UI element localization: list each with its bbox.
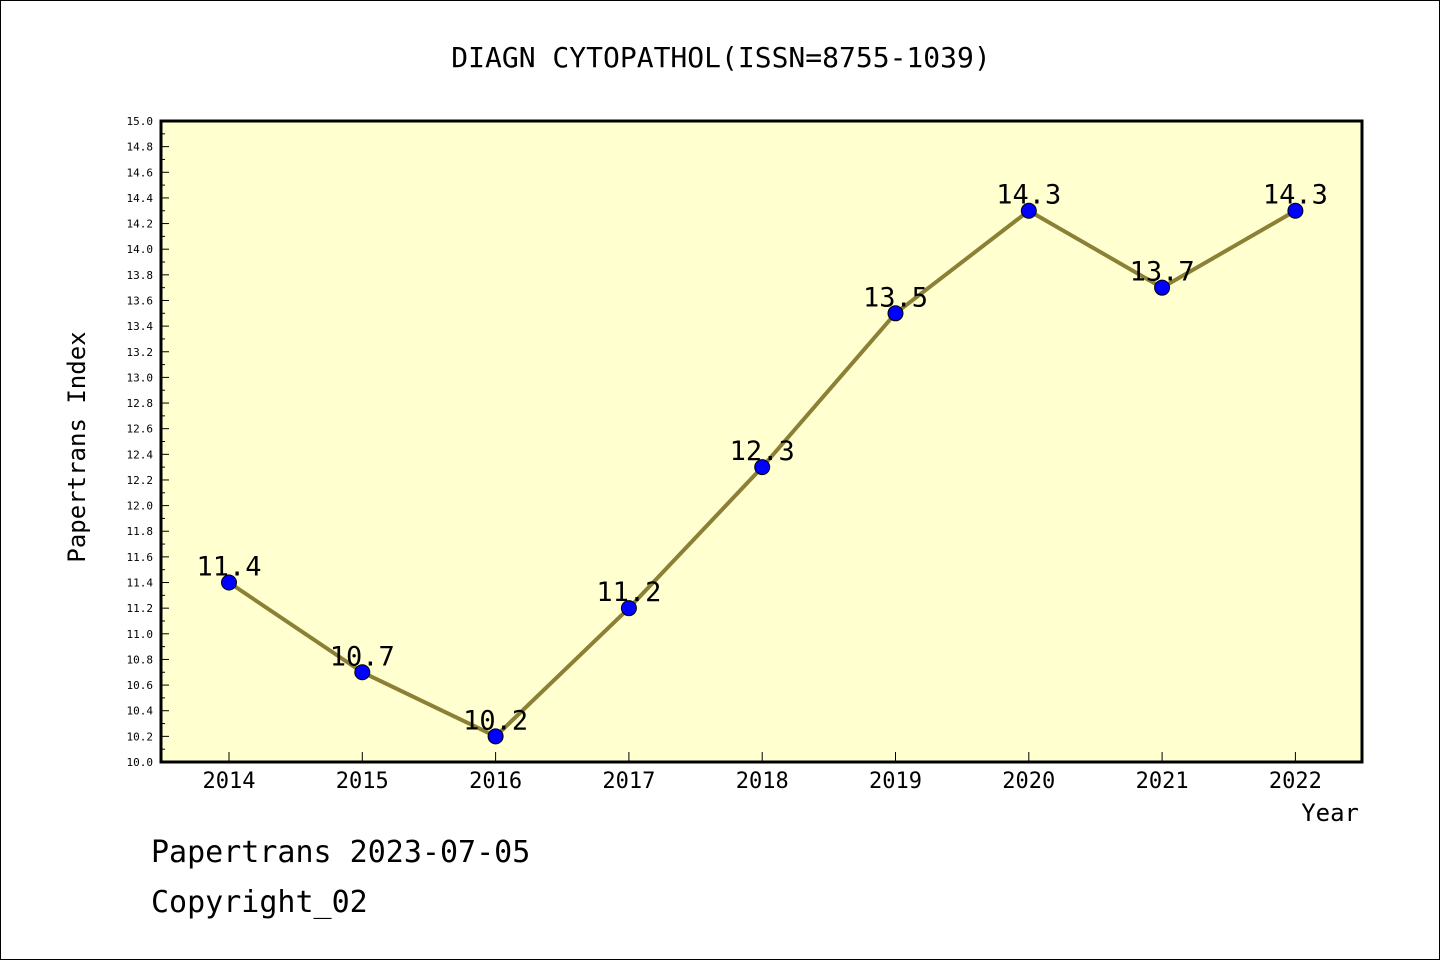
data-label: 11.2	[596, 577, 661, 608]
y-tick-label: 11.2	[127, 602, 154, 615]
data-label: 13.5	[863, 282, 928, 313]
data-label: 13.7	[1130, 257, 1195, 288]
y-tick-label: 12.2	[127, 474, 154, 487]
y-tick-label: 14.6	[127, 166, 154, 179]
footer-date: Papertrans 2023-07-05	[151, 835, 531, 870]
x-tick-label: 2015	[336, 769, 389, 794]
x-tick-label: 2016	[469, 769, 522, 794]
data-label: 12.3	[730, 436, 795, 467]
x-tick-label: 2019	[869, 769, 922, 794]
data-point	[754, 459, 771, 476]
y-tick-label: 12.6	[127, 423, 154, 436]
data-point	[221, 574, 237, 591]
y-tick-label: 10.2	[127, 730, 154, 743]
y-tick-label: 13.4	[127, 320, 154, 333]
y-tick-label: 13.8	[127, 269, 154, 282]
data-point	[620, 600, 637, 617]
y-tick-label: 11.0	[127, 628, 154, 641]
y-tick-label: 14.4	[127, 192, 154, 205]
data-label: 10.7	[330, 641, 395, 672]
y-tick-label: 12.4	[127, 448, 154, 461]
x-tick-label: 2022	[1269, 769, 1322, 794]
y-tick-label: 12.0	[127, 500, 154, 513]
y-tick-label: 13.2	[127, 346, 154, 359]
y-tick-label: 14.0	[127, 243, 154, 256]
x-tick-label: 2014	[203, 769, 256, 794]
y-tick-label: 13.6	[127, 294, 154, 307]
y-tick-label: 10.6	[127, 679, 154, 692]
data-label: 14.3	[996, 180, 1061, 211]
plot-border	[159, 119, 1364, 764]
y-tick-label: 14.2	[127, 218, 154, 231]
data-point	[354, 664, 371, 681]
x-tick-label: 2017	[602, 769, 655, 794]
data-point	[887, 305, 904, 322]
footer-copyright: Copyright_02	[151, 885, 368, 920]
y-tick-label: 10.8	[127, 653, 154, 666]
y-tick-label: 14.8	[127, 141, 154, 154]
x-tick-label: 2021	[1136, 769, 1189, 794]
data-point	[1020, 202, 1037, 219]
data-label: 11.4	[196, 552, 261, 583]
x-tick-label: 2018	[736, 769, 789, 794]
x-tick-label: 2020	[1002, 769, 1055, 794]
data-label: 10.2	[463, 705, 528, 736]
chart-title: DIAGN CYTOPATHOL(ISSN=8755-1039)	[451, 41, 990, 74]
plot-background	[161, 121, 1362, 762]
y-tick-label: 11.8	[127, 525, 154, 538]
y-axis-label: Papertrans Index	[63, 331, 91, 562]
x-axis-label: Year	[1301, 799, 1359, 827]
data-point	[487, 728, 504, 745]
y-tick-label: 10.4	[127, 705, 154, 718]
y-tick-label: 12.8	[127, 397, 154, 410]
y-tick-label: 11.6	[127, 551, 154, 564]
y-tick-label: 13.0	[127, 371, 154, 384]
data-point	[1154, 279, 1171, 296]
data-label: 14.3	[1263, 180, 1328, 211]
y-tick-label: 10.0	[127, 756, 154, 769]
y-tick-label: 15.0	[127, 115, 154, 128]
data-point	[1287, 202, 1304, 219]
y-tick-label: 11.4	[127, 577, 154, 590]
